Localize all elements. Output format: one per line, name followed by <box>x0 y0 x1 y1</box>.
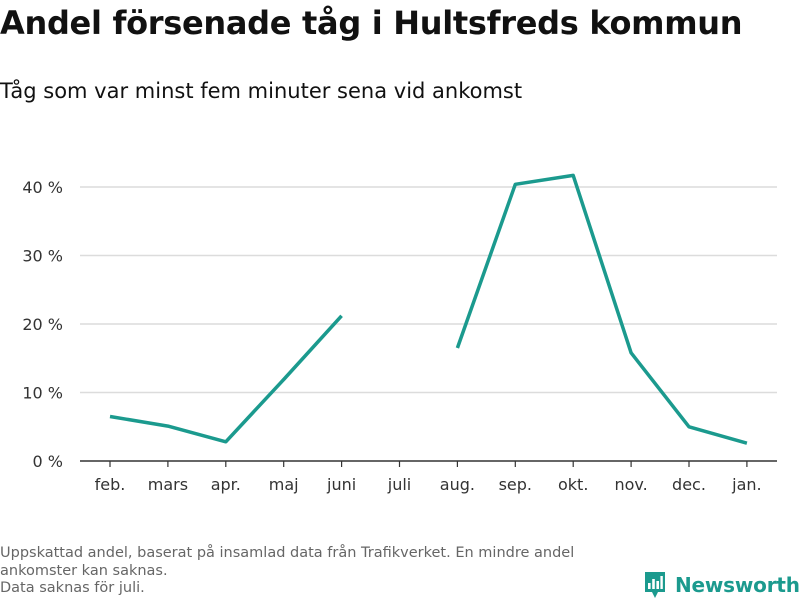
x-tick-label: jan. <box>731 475 761 494</box>
y-tick-label: 0 % <box>33 452 63 471</box>
gridlines <box>80 186 777 394</box>
x-tick-label: okt. <box>558 475 588 494</box>
newsworthy-logo-icon <box>645 572 665 598</box>
y-tick-label: 20 % <box>22 315 63 334</box>
x-tick-label: nov. <box>614 475 647 494</box>
series-line-segment <box>455 173 748 445</box>
x-axis-ticks: feb. mars apr. maj juni juli aug. sep. okt. nov. d… <box>95 461 762 494</box>
brand-name: Newsworthy <box>675 573 800 597</box>
y-tick-label: 30 % <box>22 247 63 266</box>
x-tick-label: juli <box>387 475 411 494</box>
x-tick-label: aug. <box>440 475 475 494</box>
y-tick-label: 40 % <box>22 178 63 197</box>
chart-title: Andel försenade tåg i Hultsfreds kommun <box>0 4 743 42</box>
brand-logo: Newsworthy <box>643 570 800 600</box>
x-tick-label: apr. <box>211 475 241 494</box>
x-tick-label: sep. <box>499 475 532 494</box>
x-tick-label: maj <box>269 475 299 494</box>
x-tick-label: feb. <box>95 475 126 494</box>
footer-note-source: Uppskattad andel, baserat på insamlad da… <box>0 545 575 579</box>
x-tick-label: mars <box>148 475 188 494</box>
y-axis-ticks: 0 % 10 % 20 % 30 % 40 % <box>22 178 63 471</box>
x-tick-label: juni <box>326 475 356 494</box>
footer-note-missing: Data saknas för juli. <box>0 580 145 596</box>
series-line-segment <box>109 314 343 444</box>
footer-notes: Uppskattad andel, baserat på insamlad da… <box>0 545 630 598</box>
series-lines <box>109 173 748 445</box>
x-tick-label: dec. <box>672 475 706 494</box>
chart-subtitle: Tåg som var minst fem minuter sena vid a… <box>0 79 523 103</box>
y-tick-label: 10 % <box>22 384 63 403</box>
